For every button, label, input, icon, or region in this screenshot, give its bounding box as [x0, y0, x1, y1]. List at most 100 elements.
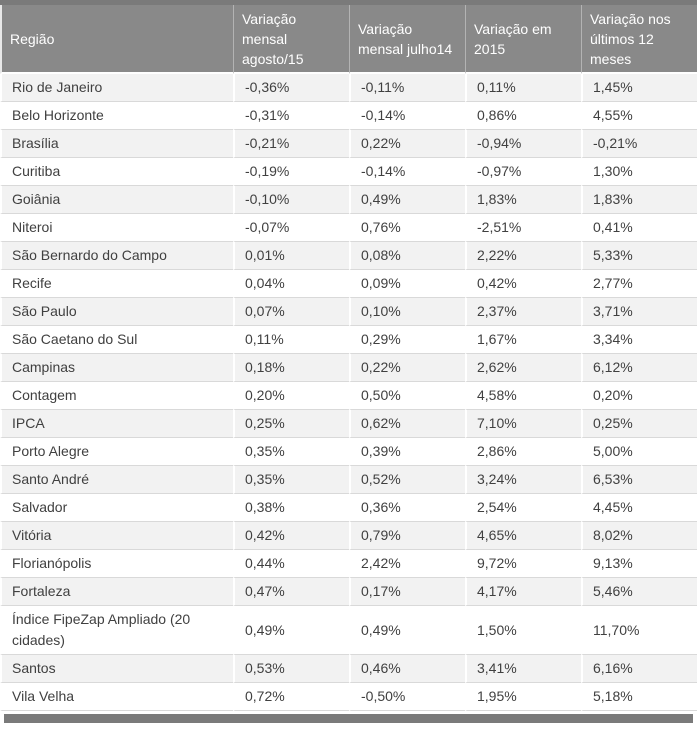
bottom-bar: [4, 714, 693, 723]
value-cell: 9,13%: [581, 550, 697, 578]
value-cell: 0,04%: [233, 270, 349, 298]
value-cell: 6,53%: [581, 466, 697, 494]
region-cell: Belo Horizonte: [0, 102, 233, 130]
value-cell: -0,14%: [349, 158, 465, 186]
region-cell: Vitória: [0, 522, 233, 550]
value-cell: 0,18%: [233, 354, 349, 382]
value-cell: 1,95%: [465, 683, 581, 711]
region-cell: Campinas: [0, 354, 233, 382]
value-cell: 4,65%: [465, 522, 581, 550]
value-cell: 0,39%: [349, 438, 465, 466]
value-cell: -0,10%: [233, 186, 349, 214]
value-cell: 6,12%: [581, 354, 697, 382]
value-cell: 4,58%: [465, 382, 581, 410]
value-cell: 0,79%: [349, 522, 465, 550]
table-body: Rio de Janeiro -0,36% -0,11% 0,11% 1,45% Belo…: [0, 74, 697, 711]
value-cell: 2,22%: [465, 242, 581, 270]
value-cell: 5,46%: [581, 578, 697, 606]
value-cell: 3,34%: [581, 326, 697, 354]
value-cell: 2,37%: [465, 298, 581, 326]
value-cell: 0,36%: [349, 494, 465, 522]
table-row: Belo Horizonte -0,31% -0,14% 0,86% 4,55%: [0, 102, 697, 130]
value-cell: 0,10%: [349, 298, 465, 326]
value-cell: 2,42%: [349, 550, 465, 578]
value-cell: 9,72%: [465, 550, 581, 578]
value-cell: -0,50%: [349, 683, 465, 711]
table-row: Contagem 0,20% 0,50% 4,58% 0,20%: [0, 382, 697, 410]
value-cell: 0,49%: [349, 606, 465, 655]
table-row: Florianópolis 0,44% 2,42% 9,72% 9,13%: [0, 550, 697, 578]
value-cell: 0,42%: [233, 522, 349, 550]
column-header-regiao: Região: [0, 5, 233, 74]
column-header-variacao-ultimos-12-meses: Variação nos últimos 12 meses: [581, 5, 697, 74]
value-cell: 0,08%: [349, 242, 465, 270]
table-row: Curitiba -0,19% -0,14% -0,97% 1,30%: [0, 158, 697, 186]
value-cell: 11,70%: [581, 606, 697, 655]
value-cell: 0,01%: [233, 242, 349, 270]
value-cell: 8,02%: [581, 522, 697, 550]
value-cell: 0,11%: [465, 74, 581, 102]
region-cell: Salvador: [0, 494, 233, 522]
region-cell: São Caetano do Sul: [0, 326, 233, 354]
table-row: IPCA 0,25% 0,62% 7,10% 0,25%: [0, 410, 697, 438]
value-cell: 0,44%: [233, 550, 349, 578]
value-cell: 5,18%: [581, 683, 697, 711]
value-cell: 5,00%: [581, 438, 697, 466]
value-cell: 0,11%: [233, 326, 349, 354]
value-cell: 0,52%: [349, 466, 465, 494]
value-cell: -0,14%: [349, 102, 465, 130]
value-cell: 0,35%: [233, 438, 349, 466]
value-cell: 6,16%: [581, 655, 697, 683]
table-row: Salvador 0,38% 0,36% 2,54% 4,45%: [0, 494, 697, 522]
top-bar: [0, 0, 697, 5]
value-cell: 3,24%: [465, 466, 581, 494]
region-cell: Contagem: [0, 382, 233, 410]
value-cell: 1,67%: [465, 326, 581, 354]
region-cell: Curitiba: [0, 158, 233, 186]
region-cell: São Paulo: [0, 298, 233, 326]
value-cell: -0,11%: [349, 74, 465, 102]
value-cell: 1,83%: [581, 186, 697, 214]
value-cell: 2,77%: [581, 270, 697, 298]
value-cell: 0,22%: [349, 130, 465, 158]
value-cell: 2,62%: [465, 354, 581, 382]
value-cell: 0,42%: [465, 270, 581, 298]
value-cell: 0,17%: [349, 578, 465, 606]
table-row: São Bernardo do Campo 0,01% 0,08% 2,22% 5,33…: [0, 242, 697, 270]
region-cell: Santos: [0, 655, 233, 683]
column-header-variacao-mensal-julho14: Variação mensal julho14: [349, 5, 465, 74]
table-row: Santo André 0,35% 0,52% 3,24% 6,53%: [0, 466, 697, 494]
value-cell: 0,86%: [465, 102, 581, 130]
value-cell: 1,45%: [581, 74, 697, 102]
value-cell: 0,20%: [233, 382, 349, 410]
value-cell: 0,09%: [349, 270, 465, 298]
value-cell: 0,62%: [349, 410, 465, 438]
value-cell: -0,36%: [233, 74, 349, 102]
value-cell: 7,10%: [465, 410, 581, 438]
value-cell: 0,25%: [581, 410, 697, 438]
table-row: Brasília -0,21% 0,22% -0,94% -0,21%: [0, 130, 697, 158]
region-cell: Fortaleza: [0, 578, 233, 606]
variation-table: Região Variação mensal agosto/15 Variaçã…: [0, 5, 697, 711]
column-header-variacao-em-2015: Variação em 2015: [465, 5, 581, 74]
region-cell: São Bernardo do Campo: [0, 242, 233, 270]
table-row: São Paulo 0,07% 0,10% 2,37% 3,71%: [0, 298, 697, 326]
value-cell: 0,49%: [349, 186, 465, 214]
value-cell: -0,07%: [233, 214, 349, 242]
region-cell: Recife: [0, 270, 233, 298]
region-cell: Goiânia: [0, 186, 233, 214]
value-cell: -0,31%: [233, 102, 349, 130]
value-cell: 0,41%: [581, 214, 697, 242]
value-cell: 1,30%: [581, 158, 697, 186]
header-row: Região Variação mensal agosto/15 Variaçã…: [0, 5, 697, 74]
value-cell: 0,35%: [233, 466, 349, 494]
table-row: Vila Velha 0,72% -0,50% 1,95% 5,18%: [0, 683, 697, 711]
region-cell: Índice FipeZap Ampliado (20 cidades): [0, 606, 233, 655]
value-cell: 0,49%: [233, 606, 349, 655]
table-row: Santos 0,53% 0,46% 3,41% 6,16%: [0, 655, 697, 683]
value-cell: 5,33%: [581, 242, 697, 270]
value-cell: 0,72%: [233, 683, 349, 711]
value-cell: -2,51%: [465, 214, 581, 242]
table-row: Porto Alegre 0,35% 0,39% 2,86% 5,00%: [0, 438, 697, 466]
